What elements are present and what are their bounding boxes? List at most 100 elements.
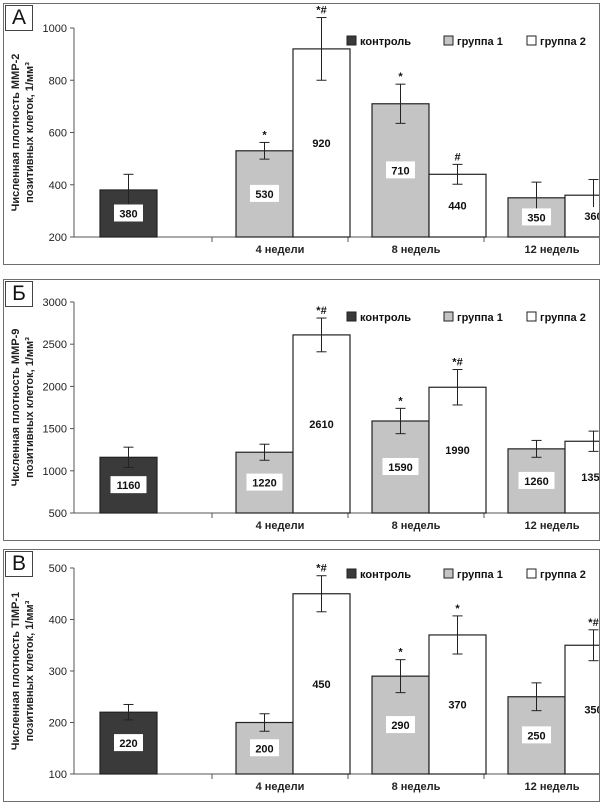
- data-label: 380: [119, 208, 137, 220]
- data-label: 200: [255, 743, 273, 755]
- data-label: 290: [391, 720, 409, 732]
- x-category-label: 4 недели: [256, 244, 305, 256]
- y-tick-label: 600: [49, 128, 67, 140]
- y-tick-label: 1500: [43, 424, 67, 436]
- y-tick-label: 2000: [43, 381, 67, 393]
- data-label-bg: [443, 196, 472, 214]
- legend-swatch: [526, 568, 537, 579]
- y-tick-label: 500: [49, 563, 67, 575]
- significance-marker: *#: [316, 563, 326, 575]
- data-label-bg: [114, 734, 143, 752]
- panel-letter: А: [5, 5, 33, 31]
- data-label-bg: [246, 473, 283, 491]
- significance-marker: *: [398, 647, 403, 659]
- data-label-bg: [303, 414, 340, 432]
- y-tick-label: 800: [49, 75, 67, 87]
- y-axis-title-line2: позитивных клеток, 1/мм³: [24, 600, 36, 741]
- data-label: 530: [255, 189, 273, 201]
- chart-panel-a: А 200 400 600 800 1000 Численная плотность ММ…: [3, 3, 600, 265]
- data-label-bg: [522, 726, 551, 744]
- significance-marker: *#: [316, 5, 326, 17]
- legend-label: группа 1: [457, 312, 503, 324]
- legend-swatch: [443, 35, 454, 46]
- x-category-label: 12 недель: [525, 244, 580, 256]
- chart-panel-c: В 100 200 300 400 500 Численная плотность TIM…: [3, 549, 600, 802]
- legend-swatch: [526, 35, 537, 46]
- data-label-bg: [250, 184, 279, 202]
- data-label: 250: [527, 730, 545, 742]
- legend-label: группа 2: [540, 36, 586, 48]
- legend-swatch: [526, 311, 537, 322]
- y-axis-title-line1: Численная плотность TIMP-1: [10, 592, 22, 750]
- data-label: 1260: [524, 476, 548, 488]
- significance-marker: *: [398, 395, 403, 407]
- y-tick-label: 300: [49, 666, 67, 678]
- data-label-bg: [575, 468, 599, 486]
- legend-swatch: [443, 568, 454, 579]
- legend-swatch: [346, 35, 357, 46]
- legend-swatch: [443, 311, 454, 322]
- chart-svg-c: 100 200 300 400 500 Численная плотность TIMP-…: [10, 563, 599, 793]
- legend-label: группа 1: [457, 569, 503, 581]
- x-category-label: 8 недель: [392, 244, 441, 256]
- chart-svg-b: 500 1000 1500 2000 2500 3000 Численная плотнос…: [10, 297, 599, 532]
- data-label: 2610: [309, 419, 333, 431]
- significance-marker: *#: [316, 305, 326, 317]
- y-axis-title-line1: Численная плотность ММР-9: [10, 329, 22, 487]
- data-label-bg: [579, 207, 599, 225]
- data-label-bg: [382, 458, 419, 476]
- legend-swatch: [346, 311, 357, 322]
- y-tick-label: 200: [49, 718, 67, 730]
- data-label: 710: [391, 165, 409, 177]
- legend-label: контроль: [360, 569, 411, 581]
- significance-marker: *#: [588, 617, 598, 629]
- y-axis-title-line1: Численная плотность ММР-2: [10, 54, 22, 212]
- data-label: 1160: [117, 480, 141, 492]
- legend-label: группа 2: [540, 569, 586, 581]
- data-label: 440: [448, 201, 466, 213]
- legend-label: группа 2: [540, 312, 586, 324]
- y-tick-label: 400: [49, 180, 67, 192]
- y-tick-label: 500: [49, 508, 67, 520]
- significance-marker: *: [262, 129, 267, 141]
- legend-label: контроль: [360, 312, 411, 324]
- data-label: 920: [312, 138, 330, 150]
- y-tick-label: 400: [49, 615, 67, 627]
- significance-marker: *: [398, 71, 403, 83]
- data-label-bg: [307, 674, 336, 692]
- data-label: 450: [312, 679, 330, 691]
- data-label-bg: [114, 204, 143, 222]
- chart-svg-a: 200 400 600 800 1000 Численная плотность ММР-…: [10, 5, 599, 256]
- data-label-bg: [518, 471, 555, 489]
- x-category-label: 12 недель: [525, 781, 580, 793]
- legend-label: группа 1: [457, 36, 503, 48]
- x-category-label: 12 недель: [525, 520, 580, 532]
- data-label: 360: [584, 211, 599, 223]
- significance-marker: #: [454, 151, 460, 163]
- legend-label: контроль: [360, 36, 411, 48]
- legend-swatch: [346, 568, 357, 579]
- data-label: 1350: [581, 472, 599, 484]
- y-tick-label: 200: [49, 232, 67, 244]
- data-label-bg: [307, 133, 336, 151]
- data-label-bg: [386, 161, 415, 179]
- y-tick-label: 1000: [43, 466, 67, 478]
- data-label-bg: [110, 476, 147, 494]
- x-category-label: 4 недели: [256, 781, 305, 793]
- data-label-bg: [522, 208, 551, 226]
- data-label: 1220: [252, 478, 276, 490]
- y-axis-title-line2: позитивных клеток, 1/мм³: [24, 337, 36, 478]
- y-tick-label: 100: [49, 769, 67, 781]
- data-label-bg: [579, 700, 599, 718]
- data-label: 220: [119, 738, 137, 750]
- data-label: 350: [527, 212, 545, 224]
- data-label: 1590: [388, 462, 412, 474]
- panel-letter: Б: [5, 281, 33, 307]
- y-tick-label: 3000: [43, 297, 67, 309]
- y-tick-label: 2500: [43, 339, 67, 351]
- chart-panel-b: Б 500 1000 1500 2000 2500 3000 Численная плотн…: [3, 279, 600, 541]
- data-label-bg: [439, 441, 476, 459]
- x-category-label: 8 недель: [392, 520, 441, 532]
- data-label: 1990: [445, 445, 469, 457]
- y-tick-label: 1000: [43, 23, 67, 35]
